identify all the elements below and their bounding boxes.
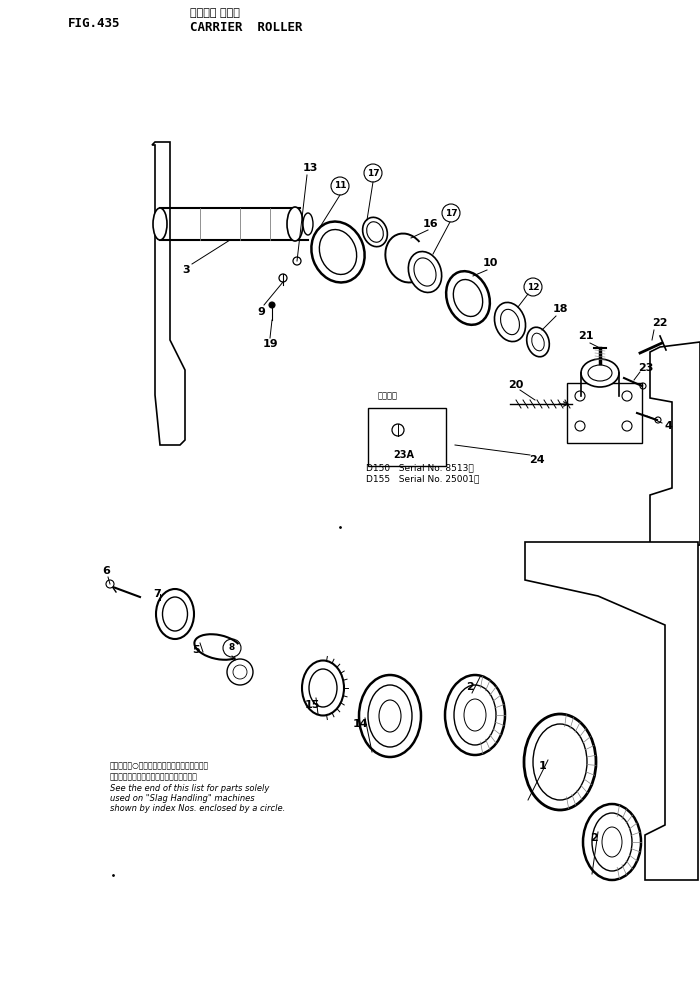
Text: 3: 3	[182, 265, 190, 275]
Text: CARRIER  ROLLER: CARRIER ROLLER	[190, 21, 302, 34]
Text: 24: 24	[529, 455, 545, 465]
Text: 6: 6	[102, 566, 110, 576]
Ellipse shape	[302, 660, 344, 716]
Ellipse shape	[583, 804, 641, 880]
Ellipse shape	[156, 589, 194, 639]
Text: 22: 22	[652, 318, 668, 328]
Circle shape	[293, 257, 301, 265]
Ellipse shape	[319, 230, 357, 275]
Text: D150   Serial No. 8513～: D150 Serial No. 8513～	[366, 463, 474, 472]
Text: used on "Slag Handling" machines: used on "Slag Handling" machines	[110, 794, 255, 803]
Ellipse shape	[309, 669, 337, 707]
Ellipse shape	[312, 222, 365, 282]
Ellipse shape	[446, 272, 490, 325]
Polygon shape	[525, 542, 698, 880]
Ellipse shape	[592, 813, 632, 871]
Ellipse shape	[494, 302, 526, 342]
Ellipse shape	[408, 252, 442, 292]
Ellipse shape	[367, 222, 384, 242]
Text: 8: 8	[229, 643, 235, 652]
Text: 23A: 23A	[393, 450, 414, 460]
Circle shape	[279, 274, 287, 282]
Polygon shape	[152, 142, 185, 445]
Text: See the end of this list for parts solely: See the end of this list for parts solel…	[110, 784, 270, 793]
Ellipse shape	[303, 213, 313, 235]
Text: FIG.435: FIG.435	[68, 17, 120, 30]
Text: 4: 4	[664, 421, 672, 431]
Text: 9: 9	[257, 307, 265, 317]
Text: 17: 17	[444, 208, 457, 217]
Ellipse shape	[464, 699, 486, 731]
Ellipse shape	[359, 675, 421, 757]
Text: 7: 7	[153, 589, 161, 599]
Text: 17: 17	[367, 168, 379, 177]
Ellipse shape	[153, 208, 167, 240]
Text: 23: 23	[638, 363, 654, 373]
Text: 適用番号: 適用番号	[378, 391, 398, 400]
Text: 10: 10	[482, 258, 498, 268]
Ellipse shape	[162, 597, 188, 631]
Text: 21: 21	[578, 331, 594, 341]
Circle shape	[269, 302, 275, 308]
Circle shape	[622, 421, 632, 431]
Ellipse shape	[532, 333, 544, 351]
Text: 15: 15	[304, 700, 320, 710]
Ellipse shape	[500, 309, 519, 335]
Circle shape	[575, 421, 585, 431]
Bar	[368, 408, 446, 466]
Text: 16: 16	[422, 219, 438, 229]
Ellipse shape	[526, 327, 550, 357]
Polygon shape	[650, 342, 700, 550]
Text: 18: 18	[552, 304, 568, 314]
Text: 11: 11	[334, 181, 346, 190]
Text: 19: 19	[262, 339, 278, 349]
Ellipse shape	[581, 359, 619, 387]
Circle shape	[575, 391, 585, 401]
Ellipse shape	[445, 675, 505, 755]
Circle shape	[233, 665, 247, 679]
Text: 2: 2	[466, 682, 474, 692]
Circle shape	[622, 391, 632, 401]
Text: と代る品品の品番をリストの末尾に示す・: と代る品品の品番をリストの末尾に示す・	[110, 772, 198, 781]
Ellipse shape	[363, 217, 387, 247]
Ellipse shape	[602, 827, 622, 857]
Ellipse shape	[379, 700, 401, 732]
Text: 1: 1	[539, 761, 547, 771]
Ellipse shape	[588, 365, 612, 381]
Text: 2: 2	[590, 833, 598, 843]
Text: 12: 12	[526, 282, 539, 291]
Ellipse shape	[524, 714, 596, 810]
Text: 13: 13	[302, 163, 318, 173]
Text: キャリア ローラ: キャリア ローラ	[190, 8, 240, 18]
Text: D155   Serial No. 25001～: D155 Serial No. 25001～	[366, 474, 480, 483]
Circle shape	[106, 580, 114, 588]
Circle shape	[392, 424, 404, 436]
Ellipse shape	[454, 279, 483, 316]
Text: shown by index Nos. enclosed by a circle.: shown by index Nos. enclosed by a circle…	[110, 804, 286, 813]
Text: 20: 20	[508, 380, 524, 390]
Text: 5: 5	[193, 645, 200, 655]
Text: 『引書号の○印はノロ局用部品として標準部品: 『引書号の○印はノロ局用部品として標準部品	[110, 761, 209, 770]
Text: 14: 14	[352, 719, 368, 729]
Ellipse shape	[454, 685, 496, 745]
Ellipse shape	[414, 258, 436, 286]
Ellipse shape	[368, 685, 412, 747]
Ellipse shape	[533, 724, 587, 800]
Bar	[567, 383, 642, 443]
Ellipse shape	[287, 207, 303, 241]
Circle shape	[227, 659, 253, 685]
